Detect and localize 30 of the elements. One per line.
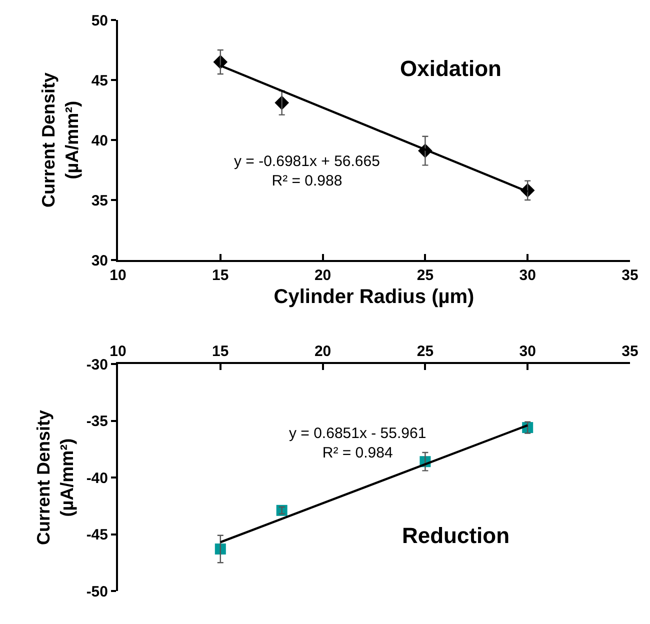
x-tick-label: 20 bbox=[314, 267, 332, 284]
annotation: Reduction bbox=[402, 523, 510, 548]
y-tick-label: -50 bbox=[86, 583, 108, 600]
y-tick-label: 40 bbox=[91, 132, 108, 150]
y-tick-label: -35 bbox=[86, 413, 108, 430]
annotation: y = -0.6981x + 56.665 R² = 0.988 bbox=[234, 153, 380, 190]
x-tick-label: 30 bbox=[519, 343, 536, 360]
x-tick-label: 30 bbox=[519, 267, 536, 284]
y-tick-label: 45 bbox=[91, 72, 108, 90]
x-tick-label: 35 bbox=[622, 267, 638, 284]
x-tick-label: 10 bbox=[110, 343, 126, 360]
y-tick-label: 50 bbox=[91, 12, 108, 30]
y-axis-title: Current Density (µA/mm²) bbox=[38, 72, 82, 208]
x-tick-label: 10 bbox=[110, 267, 126, 284]
point bbox=[214, 544, 226, 555]
x-tick-label: 35 bbox=[622, 343, 638, 360]
x-tick-label: 15 bbox=[212, 267, 229, 284]
x-tick-label: 25 bbox=[416, 343, 434, 360]
annotation: y = 0.6851x - 55.961 R² = 0.984 bbox=[289, 425, 426, 462]
x-tick-label: 15 bbox=[212, 343, 229, 360]
y-tick-label: 35 bbox=[91, 192, 108, 210]
annotation: Oxidation bbox=[400, 56, 502, 81]
y-tick-label: 30 bbox=[91, 252, 108, 270]
x-tick-label: 25 bbox=[416, 267, 434, 284]
x-axis-title: Cylinder Radius (µm) bbox=[274, 286, 474, 308]
y-tick-label: -30 bbox=[86, 356, 108, 374]
y-tick-label: -45 bbox=[86, 526, 108, 544]
y-axis-title: Current Density (µA/mm²) bbox=[34, 410, 78, 546]
x-tick-label: 20 bbox=[314, 343, 332, 360]
y-tick-label: -40 bbox=[86, 470, 108, 487]
